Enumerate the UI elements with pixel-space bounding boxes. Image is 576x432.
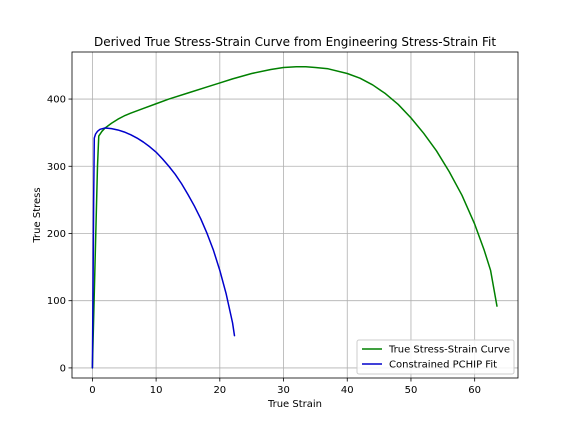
- legend: True Stress-Strain Curve Constrained PCH…: [356, 339, 515, 375]
- x-tick-label: 50: [405, 385, 418, 396]
- series-line-1: [91, 127, 236, 369]
- y-tick-label: 400: [47, 95, 66, 106]
- x-tick-label: 60: [468, 385, 481, 396]
- series-line-0: [91, 66, 498, 369]
- grid-lines: [72, 52, 518, 378]
- axis-ticks: 0 10 20 30 40 50 60 0 100 200 300 400: [47, 95, 481, 396]
- x-tick-label: 20: [213, 385, 226, 396]
- legend-frame: [356, 339, 515, 375]
- y-tick-label: 100: [47, 296, 66, 307]
- x-tick-label: 30: [277, 385, 290, 396]
- plot-series: [91, 66, 498, 369]
- plot-frame: [71, 51, 519, 379]
- chart-title: Derived True Stress-Strain Curve from En…: [94, 35, 496, 49]
- y-tick-label: 300: [47, 162, 66, 173]
- legend-label-true-stress-strain: True Stress-Strain Curve: [388, 345, 510, 356]
- x-tick-label: 40: [341, 385, 354, 396]
- y-tick-label: 200: [47, 229, 66, 240]
- x-tick-label: 10: [150, 385, 163, 396]
- y-axis-label: True Stress: [32, 187, 43, 243]
- x-axis-label: True Strain: [267, 399, 322, 410]
- legend-label-constrained-pchip: Constrained PCHIP Fit: [389, 360, 497, 371]
- x-tick-label: 0: [89, 385, 95, 396]
- y-tick-label: 0: [60, 363, 66, 374]
